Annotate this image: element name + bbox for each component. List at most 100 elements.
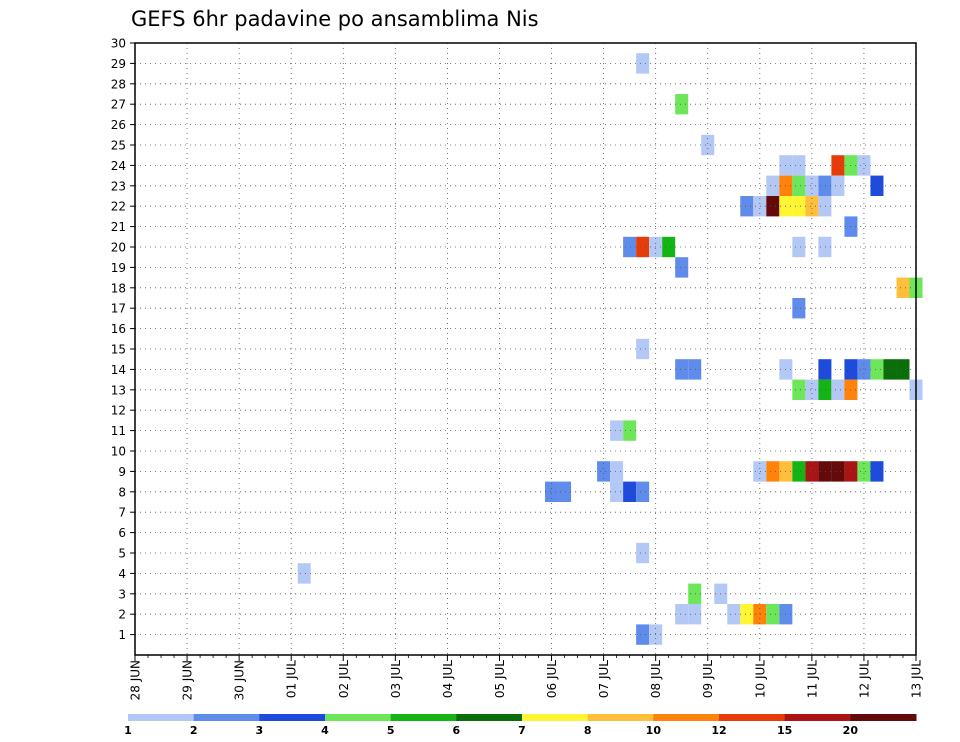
y-tick-label: 6 (118, 526, 126, 540)
heatmap-cell (857, 359, 871, 380)
heatmap-cell (805, 175, 819, 196)
heatmap-cell (727, 604, 741, 625)
y-tick-label: 12 (111, 404, 126, 418)
heatmap-cell (675, 94, 689, 115)
heatmap-cell (792, 175, 806, 196)
heatmap-cell (636, 481, 650, 502)
heatmap-cell (740, 196, 754, 217)
heatmap-cell (805, 379, 819, 400)
heatmap-cell (896, 359, 910, 380)
heatmap-cell (662, 236, 676, 258)
heatmap-cell (870, 461, 884, 482)
colorbar-legend: 1 2 3 4 5 6 7 8 10 12 15 20 (124, 714, 917, 737)
y-tick-label: 22 (111, 200, 126, 214)
gridlines (135, 43, 916, 655)
x-tick-label: 10 JUL (753, 660, 767, 698)
y-tick-label: 24 (111, 159, 126, 173)
y-tick-label: 16 (111, 322, 126, 336)
heatmap-cell (597, 461, 611, 482)
y-tick-label: 8 (118, 485, 126, 499)
heatmap-cell (831, 461, 845, 482)
x-tick-label: 12 JUL (857, 660, 871, 698)
y-tick-label: 20 (111, 241, 126, 255)
x-tick-label: 03 JUL (389, 660, 403, 698)
y-tick-label: 13 (111, 383, 126, 397)
colorbar-swatch (784, 714, 851, 721)
y-tick-label: 17 (111, 302, 126, 316)
y-tick-label: 15 (111, 343, 126, 357)
colorbar-swatch (193, 714, 260, 721)
heatmap-cell (545, 481, 559, 502)
colorbar-label: 7 (518, 724, 526, 737)
x-tick-label: 04 JUL (441, 660, 455, 698)
colorbar-swatch (390, 714, 457, 721)
colorbar-label: 5 (387, 724, 395, 737)
heatmap-cell (636, 53, 650, 74)
x-tick-label: 09 JUL (701, 660, 715, 698)
y-tick-label: 14 (111, 363, 126, 377)
x-tick-label: 06 JUL (545, 660, 559, 698)
heatmap-cell (883, 359, 897, 380)
heatmap-cell (792, 379, 806, 400)
heatmap-cell (818, 175, 832, 196)
colorbar-swatch (850, 714, 917, 721)
x-tick-label: 28 JUN (129, 660, 143, 700)
heatmap-cell (818, 196, 832, 217)
heatmap-cell (857, 461, 871, 482)
heatmap-cell (675, 257, 689, 278)
colorbar-label: 10 (646, 724, 662, 737)
heatmap-cell (792, 196, 806, 217)
y-tick-label: 3 (118, 587, 126, 601)
heatmap-cell (766, 196, 780, 217)
y-tick-label: 25 (111, 139, 126, 153)
colorbar-swatch (456, 714, 523, 721)
x-tick-label: 08 JUL (649, 660, 663, 698)
y-axis: 1234567891011121314151617181920212223242… (111, 37, 135, 642)
heatmap-cell (792, 461, 806, 482)
heatmap-cell (610, 481, 624, 502)
heatmap-cell (818, 379, 832, 400)
colorbar-label: 12 (711, 724, 726, 737)
x-tick-label: 05 JUL (493, 660, 507, 698)
x-axis: 28 JUN 29 JUN 30 JUN 01 JUL 02 JUL 03 JUL 04 J… (129, 655, 924, 700)
heatmap-cell (688, 583, 702, 604)
colorbar-swatch (128, 714, 195, 721)
y-tick-label: 11 (111, 424, 126, 438)
heatmap-cell (740, 604, 754, 625)
x-tick-label: 02 JUL (337, 660, 351, 698)
heatmap-cell (675, 604, 689, 625)
heatmap-cell (675, 359, 689, 380)
y-tick-label: 21 (111, 220, 126, 234)
colorbar-swatch (587, 714, 654, 721)
heatmap-cell (805, 196, 819, 217)
y-tick-label: 19 (111, 261, 126, 275)
colorbar-label: 4 (321, 724, 329, 737)
heatmap-cell (753, 604, 767, 625)
heatmap-cell (297, 563, 311, 584)
y-tick-label: 5 (118, 547, 126, 561)
heatmap-cell (623, 420, 637, 441)
y-tick-label: 10 (111, 445, 126, 459)
heatmap-cell (766, 461, 780, 482)
plot-frame (134, 42, 917, 656)
heatmap-cell (610, 461, 624, 482)
y-tick-label: 1 (118, 628, 126, 642)
heatmap-cell (636, 338, 650, 360)
y-tick-label: 29 (111, 57, 126, 71)
y-tick-label: 23 (111, 179, 126, 193)
heatmap-cell (558, 481, 572, 502)
x-tick-label: 11 JUL (805, 660, 819, 698)
heatmap-cell (688, 359, 702, 380)
y-tick-label: 28 (111, 77, 126, 91)
colorbar-label: 2 (190, 724, 198, 737)
y-tick-label: 4 (118, 567, 126, 581)
colorbar-swatch (522, 714, 589, 721)
x-tick-label: 07 JUL (597, 660, 611, 698)
heatmap-cell (870, 359, 884, 380)
y-tick-label: 2 (118, 608, 126, 622)
colorbar-label: 20 (843, 724, 859, 737)
colorbar-swatch (259, 714, 326, 721)
heatmap-cell (636, 236, 650, 258)
heatmap-cell (857, 155, 871, 176)
y-tick-label: 18 (111, 281, 126, 295)
